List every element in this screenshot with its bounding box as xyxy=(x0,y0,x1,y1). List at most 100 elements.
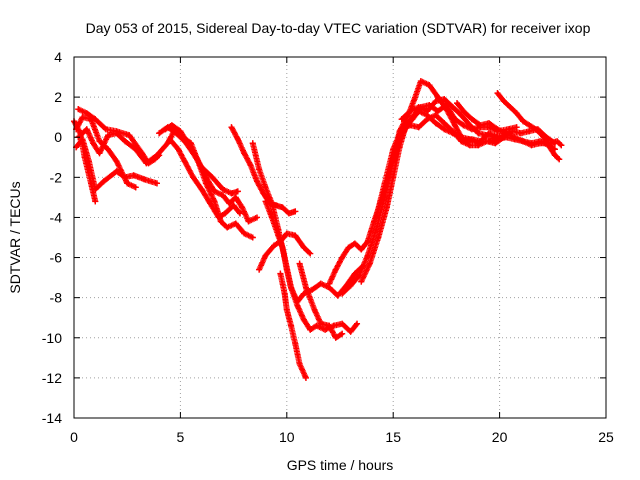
data-point xyxy=(292,232,299,239)
y-tick-label: -4 xyxy=(50,209,63,225)
data-point xyxy=(175,146,182,153)
data-point xyxy=(317,320,324,327)
marker-track xyxy=(249,140,367,305)
data-point xyxy=(126,132,133,139)
series-track-13 xyxy=(256,230,314,273)
data-point xyxy=(454,100,461,107)
data-point xyxy=(513,124,520,131)
data-point xyxy=(526,128,533,135)
data-point xyxy=(441,120,448,127)
data-point xyxy=(215,214,222,221)
x-tick-label: 15 xyxy=(385,429,401,445)
data-point xyxy=(458,138,465,145)
data-point xyxy=(190,174,197,181)
data-point xyxy=(468,116,475,123)
data-point xyxy=(181,158,188,165)
data-point xyxy=(339,254,346,261)
data-point xyxy=(217,218,224,225)
data-point xyxy=(451,116,458,123)
data-point xyxy=(219,186,226,193)
series-track-12 xyxy=(277,270,309,381)
chart-title: Day 053 of 2015, Sidereal Day-to-day VTE… xyxy=(86,20,591,36)
data-point xyxy=(211,188,218,195)
data-point xyxy=(347,282,354,289)
data-point xyxy=(373,214,380,221)
data-point xyxy=(409,114,416,121)
data-point xyxy=(358,278,365,285)
data-point xyxy=(283,266,290,273)
data-point xyxy=(292,208,299,215)
data-point xyxy=(485,138,492,145)
data-point xyxy=(475,130,482,137)
data-point xyxy=(105,132,112,139)
data-point xyxy=(79,114,86,121)
data-point xyxy=(90,140,97,147)
data-point xyxy=(241,150,248,157)
data-point xyxy=(558,142,565,149)
data-point xyxy=(83,126,90,133)
data-point xyxy=(164,140,171,147)
x-tick-label: 0 xyxy=(70,429,78,445)
data-point xyxy=(492,140,499,147)
data-point xyxy=(83,110,90,117)
data-point xyxy=(249,234,256,241)
data-point xyxy=(432,112,439,119)
data-point xyxy=(309,286,316,293)
data-point xyxy=(415,104,422,111)
data-point xyxy=(228,124,235,131)
data-point xyxy=(181,138,188,145)
data-point xyxy=(520,138,527,145)
data-point xyxy=(511,136,518,143)
data-point xyxy=(351,240,358,247)
data-point xyxy=(383,204,390,211)
data-point xyxy=(198,164,205,171)
series-track-14 xyxy=(296,260,346,341)
plot-frame xyxy=(73,56,607,419)
data-point xyxy=(288,322,295,329)
data-point xyxy=(85,158,92,165)
data-point xyxy=(358,246,365,253)
data-point xyxy=(239,204,246,211)
x-tick-label: 25 xyxy=(598,429,614,445)
data-point xyxy=(271,242,278,249)
data-point xyxy=(407,108,414,115)
y-tick-label: 2 xyxy=(54,89,62,105)
data-point xyxy=(75,106,82,113)
data-point xyxy=(164,124,171,131)
x-tick-label: 10 xyxy=(279,429,295,445)
data-point xyxy=(537,140,544,147)
data-point xyxy=(477,122,484,129)
data-point xyxy=(177,128,184,135)
data-point xyxy=(449,104,456,111)
data-point xyxy=(317,280,324,287)
data-point xyxy=(232,220,239,227)
x-tick-label: 20 xyxy=(492,429,508,445)
data-point xyxy=(166,136,173,143)
data-point xyxy=(219,192,226,199)
data-point xyxy=(551,152,558,159)
data-point xyxy=(475,142,482,149)
data-point xyxy=(283,230,290,237)
data-point xyxy=(113,158,120,165)
data-point xyxy=(345,244,352,251)
series-track-19 xyxy=(398,96,558,147)
data-point xyxy=(226,200,233,207)
data-point xyxy=(302,284,309,291)
series-track-21 xyxy=(494,90,563,163)
data-point xyxy=(300,316,307,323)
data-point xyxy=(92,198,99,205)
data-point xyxy=(132,184,139,191)
data-point xyxy=(539,132,546,139)
data-point xyxy=(245,218,252,225)
data-point xyxy=(326,280,333,287)
data-point xyxy=(105,146,112,153)
data-point xyxy=(234,188,241,195)
series-track-10 xyxy=(249,140,367,305)
data-point xyxy=(302,374,309,381)
y-tick-label: -10 xyxy=(42,330,62,346)
grid xyxy=(74,57,606,418)
data-point xyxy=(96,150,103,157)
data-point xyxy=(485,120,492,127)
data-point xyxy=(451,122,458,129)
